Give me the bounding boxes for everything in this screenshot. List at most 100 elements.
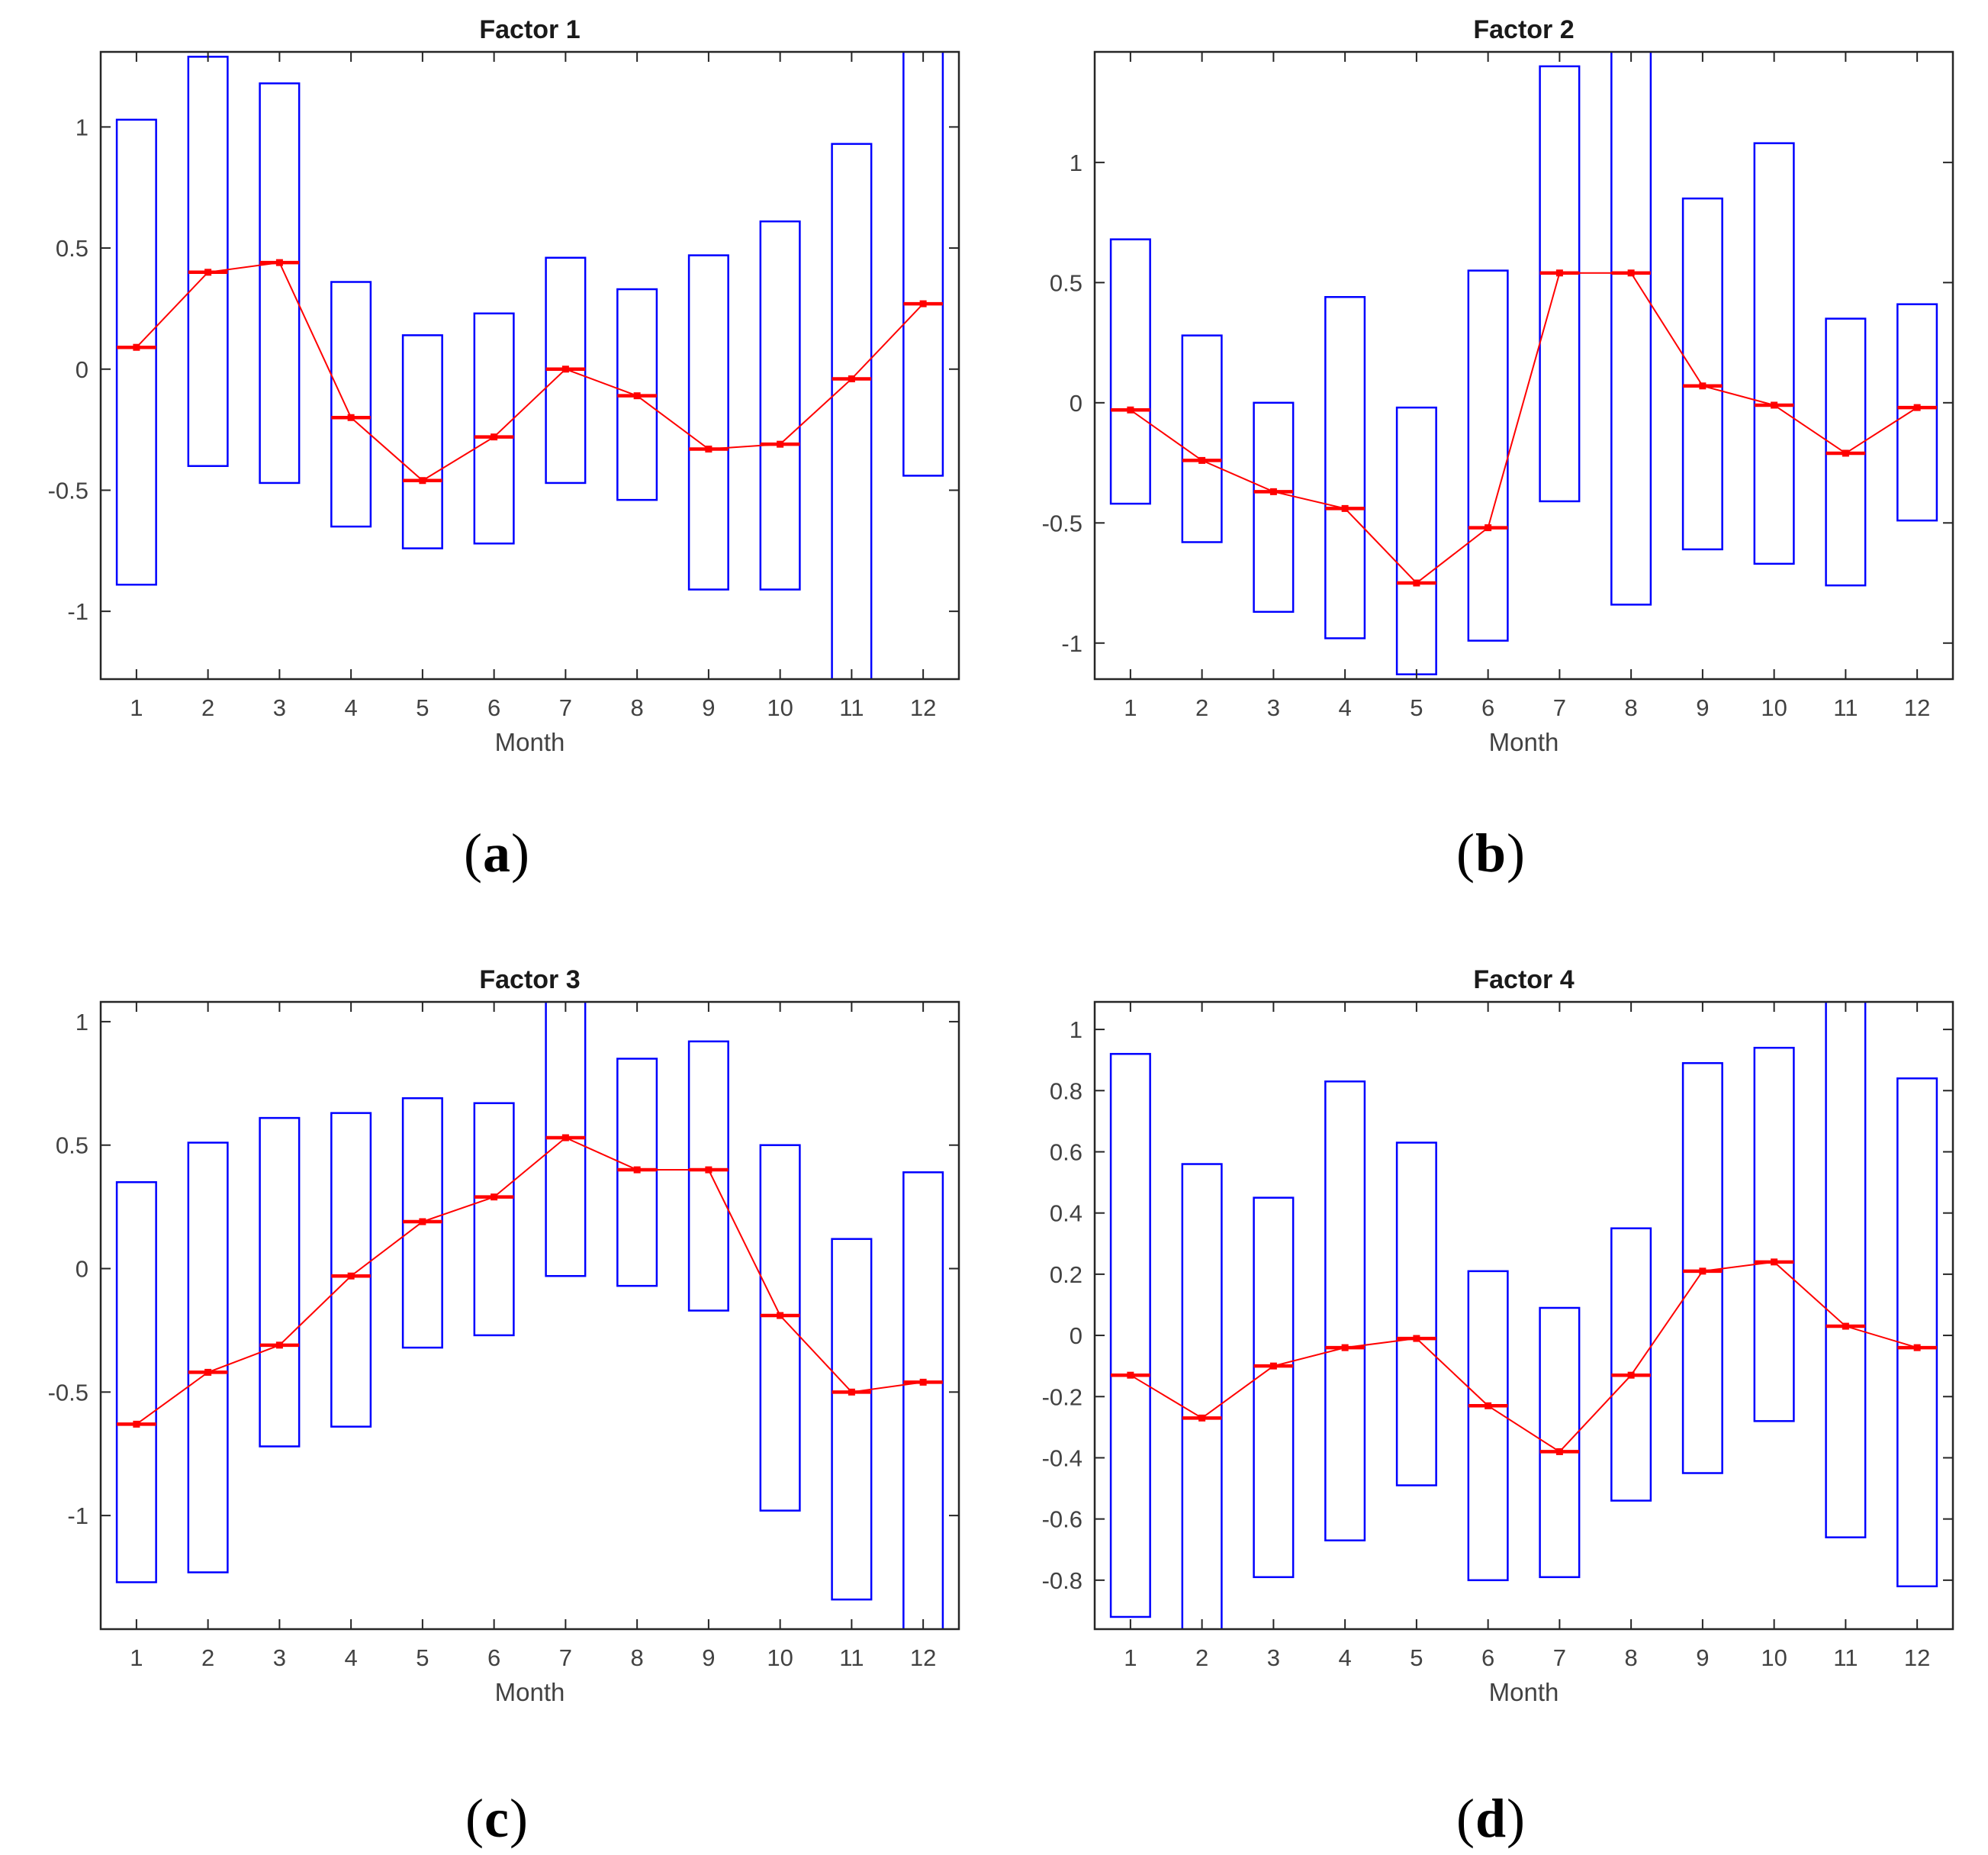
panel-c: -1 -0.5 0 0.5 1 1 2 3 4 5 6 7 8 9 10 11 12 Month Factor 3 … [0,939,994,1855]
svg-text:3: 3 [272,694,285,721]
svg-text:7: 7 [1552,694,1565,721]
svg-text:5: 5 [1410,694,1423,721]
svg-text:8: 8 [630,694,643,721]
svg-text:1: 1 [1069,1016,1082,1043]
chart-title: Factor 3 [479,965,580,994]
svg-text:1: 1 [130,694,143,721]
svg-text:7: 7 [558,1644,571,1671]
svg-text:10: 10 [1761,694,1787,721]
interval-boxes [1109,52,1938,675]
x-tick-labels: 1 2 3 4 5 6 7 8 9 10 11 12 [1124,694,1930,721]
svg-text:9: 9 [702,1644,715,1671]
svg-text:12: 12 [1903,694,1929,721]
svg-text:0.5: 0.5 [55,235,88,262]
axes-box [99,1000,960,1631]
svg-text:3: 3 [1266,1644,1279,1671]
svg-text:7: 7 [1552,1644,1565,1671]
svg-text:1: 1 [75,114,88,140]
svg-text:0.5: 0.5 [55,1132,88,1159]
svg-text:11: 11 [1833,694,1858,721]
interval-boxes [115,52,944,679]
y-tick-labels: -0.8 -0.6 -0.4 -0.2 0 0.2 0.4 0.6 0.8 1 [1041,1016,1082,1594]
tick-marks [1094,1002,1953,1629]
svg-text:-0.2: -0.2 [1041,1383,1082,1410]
svg-text:6: 6 [1481,1644,1494,1671]
svg-text:8: 8 [1624,694,1637,721]
axes-box [99,50,960,681]
svg-text:12: 12 [909,694,935,721]
svg-text:-1: -1 [67,598,88,625]
svg-text:-0.6: -0.6 [1041,1506,1082,1533]
svg-text:7: 7 [558,694,571,721]
y-tick-labels: -1 -0.5 0 0.5 1 [47,1009,88,1529]
svg-text:9: 9 [1696,1644,1709,1671]
chart-title: Factor 1 [479,15,580,44]
svg-text:0: 0 [75,356,88,383]
svg-text:4: 4 [1338,694,1351,721]
x-tick-labels: 1 2 3 4 5 6 7 8 9 10 11 12 [1124,1644,1930,1671]
tick-marks [1094,52,1953,679]
svg-text:10: 10 [767,1644,793,1671]
caption-b: (b) [1456,826,1526,881]
panel-a: -1 -0.5 0 0.5 1 1 2 3 4 5 6 7 8 9 10 11 12 Month Factor 1 … [0,0,994,939]
axes-box [1093,1000,1954,1631]
svg-text:0.2: 0.2 [1049,1261,1082,1288]
panel-b: -1 -0.5 0 0.5 1 1 2 3 4 5 6 7 8 9 10 11 12 Month Factor 2 … [994,0,1988,939]
svg-text:11: 11 [839,694,864,721]
svg-text:2: 2 [1195,694,1208,721]
x-tick-labels: 1 2 3 4 5 6 7 8 9 10 11 12 [130,1644,936,1671]
svg-text:2: 2 [201,694,214,721]
svg-text:0: 0 [1069,1322,1082,1349]
svg-text:12: 12 [1903,1644,1929,1671]
svg-text:0.8: 0.8 [1049,1077,1082,1104]
svg-text:10: 10 [767,694,793,721]
y-tick-labels: -1 -0.5 0 0.5 1 [1041,150,1082,657]
caption-b-close: ) [1507,823,1526,884]
chart-title: Factor 2 [1473,15,1574,44]
x-tick-labels: 1 2 3 4 5 6 7 8 9 10 11 12 [130,694,936,721]
svg-text:11: 11 [839,1644,864,1671]
caption-d-close: ) [1507,1788,1526,1849]
x-axis-label: Month [1488,728,1559,755]
svg-text:1: 1 [75,1009,88,1035]
svg-text:6: 6 [487,1644,500,1671]
svg-text:1: 1 [1124,694,1137,721]
svg-text:1: 1 [130,1644,143,1671]
caption-b-letter: b [1475,823,1507,884]
mean-line [116,259,943,485]
svg-text:1: 1 [1069,150,1082,176]
x-axis-label: Month [494,1678,565,1705]
svg-text:11: 11 [1833,1644,1858,1671]
svg-text:0: 0 [75,1256,88,1283]
caption-a-open: ( [464,823,483,884]
svg-text:3: 3 [272,1644,285,1671]
svg-text:-0.5: -0.5 [47,477,88,504]
caption-a: (a) [464,826,530,881]
caption-c-open: ( [465,1788,485,1849]
svg-text:12: 12 [909,1644,935,1671]
y-tick-labels: -1 -0.5 0 0.5 1 [47,114,88,625]
svg-text:1: 1 [1124,1644,1137,1671]
svg-text:9: 9 [1696,694,1709,721]
svg-text:-1: -1 [67,1502,88,1529]
factor-4-chart: -0.8-0.6-0.4-0.200.20.40.60.811 2 3 4 5 6 7 8 9 1… [1041,965,1954,1705]
svg-text:8: 8 [630,1644,643,1671]
mean-line [1110,269,1937,587]
svg-text:0.6: 0.6 [1049,1138,1082,1165]
svg-text:10: 10 [1761,1644,1787,1671]
caption-d-open: ( [1456,1788,1475,1849]
svg-text:0.4: 0.4 [1049,1200,1082,1227]
caption-c-close: ) [509,1788,529,1849]
svg-text:0: 0 [1069,390,1082,417]
svg-text:9: 9 [702,694,715,721]
svg-text:-0.8: -0.8 [1041,1567,1082,1594]
svg-text:5: 5 [1410,1644,1423,1671]
mean-line [116,1134,943,1428]
svg-text:2: 2 [1195,1644,1208,1671]
svg-text:2: 2 [201,1644,214,1671]
svg-text:6: 6 [487,694,500,721]
